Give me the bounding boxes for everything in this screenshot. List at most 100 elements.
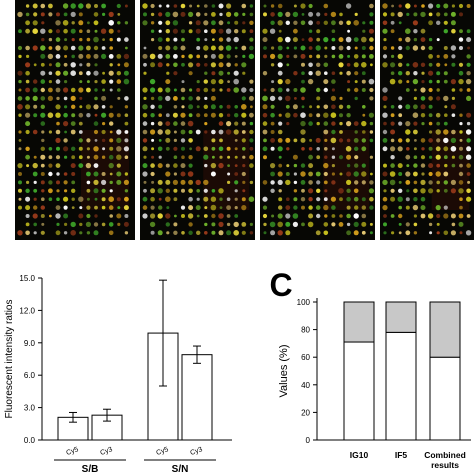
array-spot [436, 121, 441, 126]
array-spot [459, 12, 463, 17]
array-spot [94, 205, 98, 210]
array-spot [346, 205, 351, 210]
array-spot [48, 63, 52, 67]
array-spot [429, 130, 433, 134]
array-spot [211, 88, 216, 92]
array-spot [143, 155, 147, 159]
array-spot [33, 104, 38, 109]
array-spot [173, 230, 178, 235]
array-spot [382, 146, 388, 152]
array-spot [398, 213, 403, 219]
array-spot [270, 230, 276, 236]
array-spot [428, 104, 433, 109]
array-spot [204, 54, 208, 59]
array-spot [435, 154, 441, 160]
array-spot [165, 171, 171, 177]
array-spot [63, 231, 68, 235]
array-spot [173, 37, 178, 42]
array-panel-1 [15, 0, 135, 240]
array-spot [63, 172, 68, 176]
array-spot [323, 180, 328, 185]
array-spot [390, 105, 395, 109]
array-spot [412, 62, 419, 68]
array-spot [17, 45, 23, 51]
array-spot [458, 3, 464, 9]
array-spot [71, 21, 75, 25]
array-spot [102, 147, 106, 151]
array-spot [436, 79, 440, 84]
array-spot [233, 36, 239, 43]
array-spot [278, 113, 282, 117]
array-spot [443, 180, 448, 185]
array-panel-3 [260, 0, 375, 240]
array-spot [211, 189, 216, 193]
array-spot [234, 63, 238, 67]
array-spot [428, 12, 433, 17]
array-spot [49, 214, 52, 218]
array-spot [93, 12, 99, 17]
array-spot [86, 155, 90, 159]
array-spot [188, 62, 194, 68]
array-spot [450, 104, 456, 110]
array-spot [71, 54, 75, 59]
array-spot [443, 137, 449, 144]
array-spot [173, 4, 178, 8]
array-spot [86, 197, 90, 201]
array-spot [142, 196, 148, 202]
array-spot [218, 162, 224, 169]
array-spot [412, 45, 419, 51]
array-spot [293, 112, 298, 118]
array-spot [269, 95, 276, 102]
array-spot [142, 87, 148, 93]
array-spot [262, 129, 268, 135]
array-spot [382, 171, 388, 177]
array-spot [300, 3, 306, 9]
array-spot [48, 29, 53, 34]
array-spot [286, 46, 290, 50]
array-spot [195, 12, 201, 17]
array-spot [18, 172, 22, 176]
array-spot [123, 205, 129, 211]
array-spot [157, 62, 163, 68]
array-spot [218, 20, 224, 26]
array-spot [180, 205, 186, 210]
y-tick-label: 12.0 [19, 306, 35, 315]
array-spot [339, 172, 343, 176]
array-spot [420, 163, 426, 168]
array-spot [308, 29, 313, 33]
array-spot [41, 138, 45, 143]
array-spot [79, 37, 83, 42]
array-spot [189, 4, 193, 8]
array-spot [458, 70, 464, 76]
array-spot [278, 29, 282, 33]
array-spot [86, 205, 91, 210]
array-spot [124, 130, 129, 134]
array-spot [188, 29, 193, 34]
array-spot [63, 121, 69, 127]
array-spot [262, 95, 268, 102]
array-spot [166, 206, 170, 210]
array-spot [40, 180, 45, 185]
array-spot [346, 196, 351, 202]
array-spot [443, 121, 448, 126]
array-spot [300, 129, 306, 135]
array-spot [165, 11, 171, 17]
array-spot [93, 70, 99, 76]
array-spot [32, 162, 38, 169]
array-spot [389, 78, 396, 85]
array-spot [70, 87, 76, 93]
array-spot [353, 121, 359, 126]
array-spot [390, 163, 395, 168]
array-spot [124, 155, 129, 159]
array-spot [71, 180, 76, 185]
array-spot [151, 155, 155, 159]
array-spot [444, 105, 448, 109]
panel-letter-c: C [269, 267, 292, 303]
array-spot [429, 155, 433, 159]
array-spot [405, 230, 411, 236]
array-spot [86, 113, 91, 118]
array-spot [420, 196, 426, 202]
array-spot [234, 147, 238, 151]
array-spot [263, 231, 267, 235]
array-spot [443, 12, 448, 17]
